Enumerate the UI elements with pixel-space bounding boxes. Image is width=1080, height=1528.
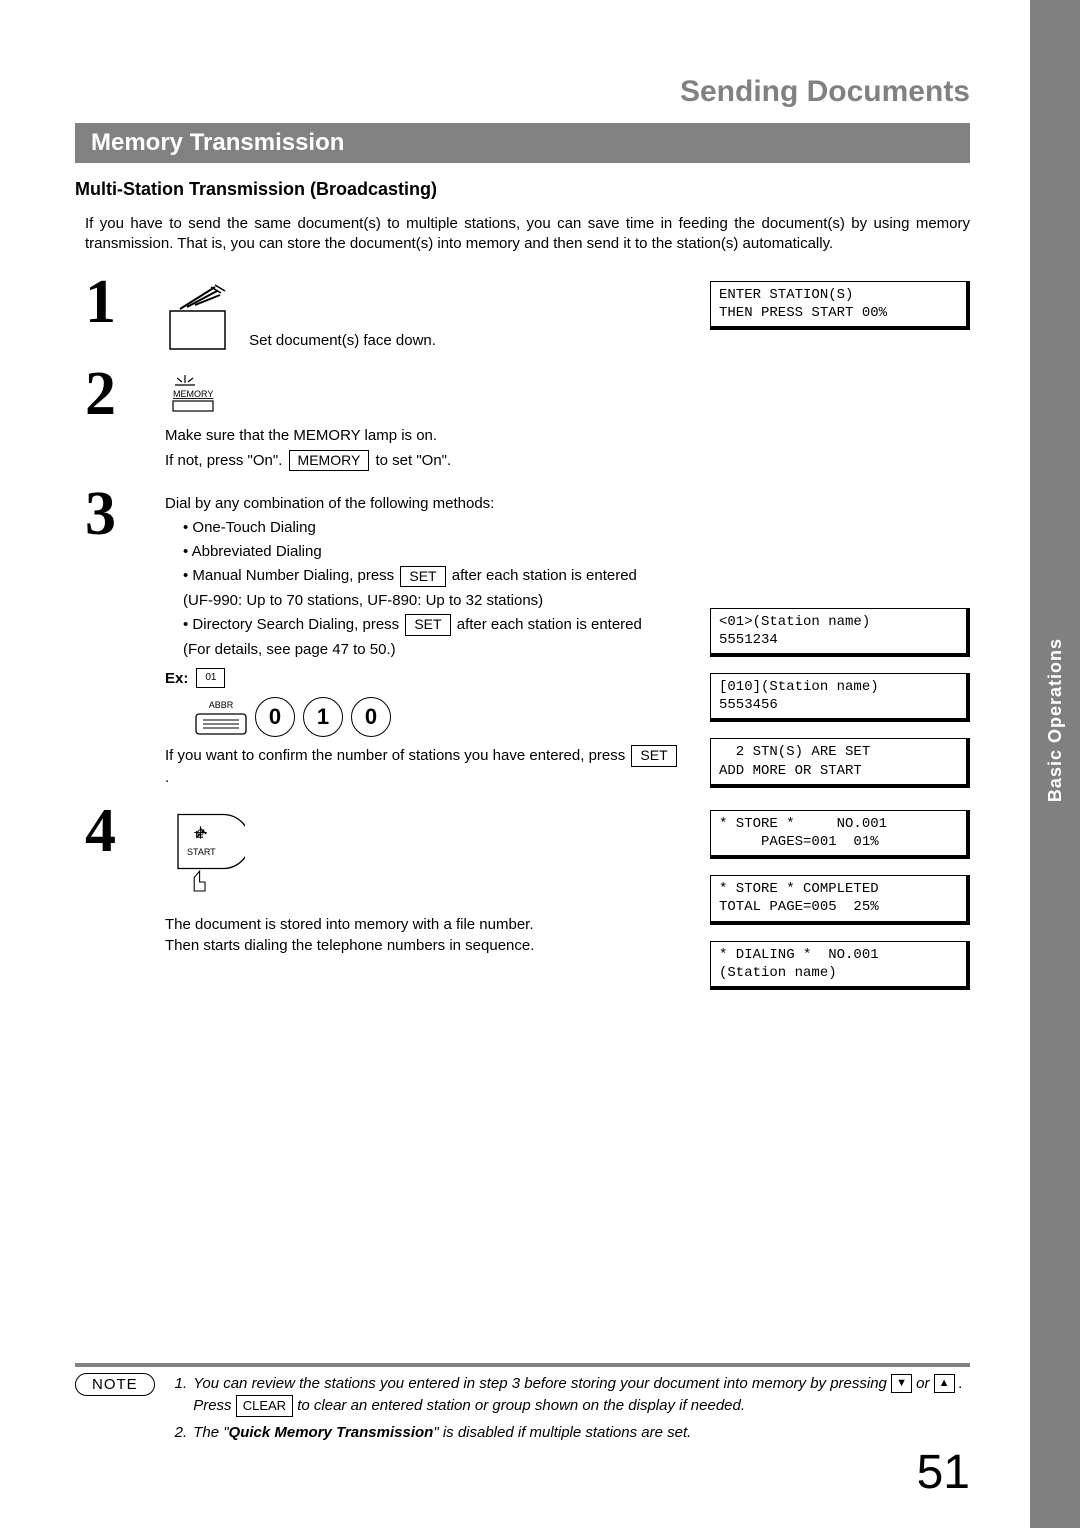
step2-line1: Make sure that the MEMORY lamp is on.: [165, 425, 970, 446]
clear-key: CLEAR: [236, 1395, 293, 1417]
dial-digit: 1: [303, 697, 343, 737]
set-key: SET: [631, 745, 676, 767]
step3-directory-note: (For details, see page 47 to 50.): [183, 639, 680, 660]
lcd-display: * STORE * NO.001 PAGES=001 01%: [710, 810, 970, 859]
key-01: 01: [196, 668, 225, 688]
example-row-1: Ex: 01: [165, 668, 680, 689]
intro-text: If you have to send the same document(s)…: [75, 214, 970, 255]
page-number: 51: [917, 1445, 970, 1500]
section-bar: Memory Transmission: [75, 123, 970, 163]
subsection-title: Multi-Station Transmission (Broadcasting…: [75, 179, 970, 200]
dial-digit: 0: [255, 697, 295, 737]
step-3: 3 Dial by any combination of the followi…: [85, 487, 970, 787]
note-item-1: 1. You can review the stations you enter…: [175, 1373, 970, 1418]
dial-digit: 0: [351, 697, 391, 737]
memory-key: MEMORY: [289, 450, 370, 472]
step-2: 2 MEMORY Make sure that the MEMORY lamp …: [85, 367, 970, 472]
lcd-display: * STORE * COMPLETED TOTAL PAGE=005 25%: [710, 875, 970, 924]
bullet-abbr: Abbreviated Dialing: [183, 541, 680, 562]
step-number: 1: [85, 275, 165, 331]
step2-line2a: If not, press "On".: [165, 452, 282, 469]
lcd-display: [010](Station name) 5553456: [710, 673, 970, 722]
abbr-key-icon: ABBR: [195, 699, 247, 735]
bullet-manual: Manual Number Dialing, press SET after e…: [183, 565, 680, 587]
lcd-display: 2 STN(S) ARE SET ADD MORE OR START: [710, 738, 970, 787]
step3-manual-note: (UF-990: Up to 70 stations, UF-890: Up t…: [183, 590, 680, 611]
step-number: 4: [85, 804, 165, 860]
down-arrow-key: ▼: [891, 1374, 912, 1393]
step1-text: Set document(s) face down.: [249, 332, 436, 349]
document-feed-icon: [165, 281, 235, 351]
step2-line2b: to set "On".: [375, 452, 451, 469]
step-4: 4 START The document is stored: [85, 804, 970, 990]
step-number: 3: [85, 487, 165, 543]
example-row-2: ABBR 0 1 0: [195, 697, 680, 737]
confirm-text-b: .: [165, 769, 169, 786]
lcd-display: * DIALING * NO.001 (Station name): [710, 941, 970, 990]
bullet-onetouch: One-Touch Dialing: [183, 517, 680, 538]
lcd-display: <01>(Station name) 5551234: [710, 608, 970, 657]
lcd-display: ENTER STATION(S) THEN PRESS START 00%: [710, 281, 970, 330]
set-key: SET: [400, 566, 445, 588]
step4-text2: Then starts dialing the telephone number…: [165, 935, 680, 956]
svg-text:START: START: [187, 847, 216, 857]
note-badge: NOTE: [75, 1373, 155, 1396]
step3-lead: Dial by any combination of the following…: [165, 493, 680, 514]
set-key: SET: [405, 614, 450, 636]
start-button-icon: START: [165, 810, 245, 900]
memory-lamp-icon: MEMORY: [165, 373, 225, 419]
bullet-directory: Directory Search Dialing, press SET afte…: [183, 614, 680, 636]
chapter-title: Sending Documents: [75, 75, 970, 109]
step-number: 2: [85, 367, 165, 423]
confirm-text-a: If you want to confirm the number of sta…: [165, 747, 625, 764]
up-arrow-key: ▲: [934, 1374, 955, 1393]
note-section: NOTE 1. You can review the stations you …: [75, 1363, 970, 1449]
step-1: 1 Set document(s) fa: [85, 275, 970, 351]
svg-text:MEMORY: MEMORY: [173, 389, 213, 399]
step4-text1: The document is stored into memory with …: [165, 914, 680, 935]
divider: [75, 1363, 970, 1367]
note-item-2: 2. The "Quick Memory Transmission" is di…: [175, 1422, 970, 1445]
ex-label: Ex:: [165, 668, 188, 689]
